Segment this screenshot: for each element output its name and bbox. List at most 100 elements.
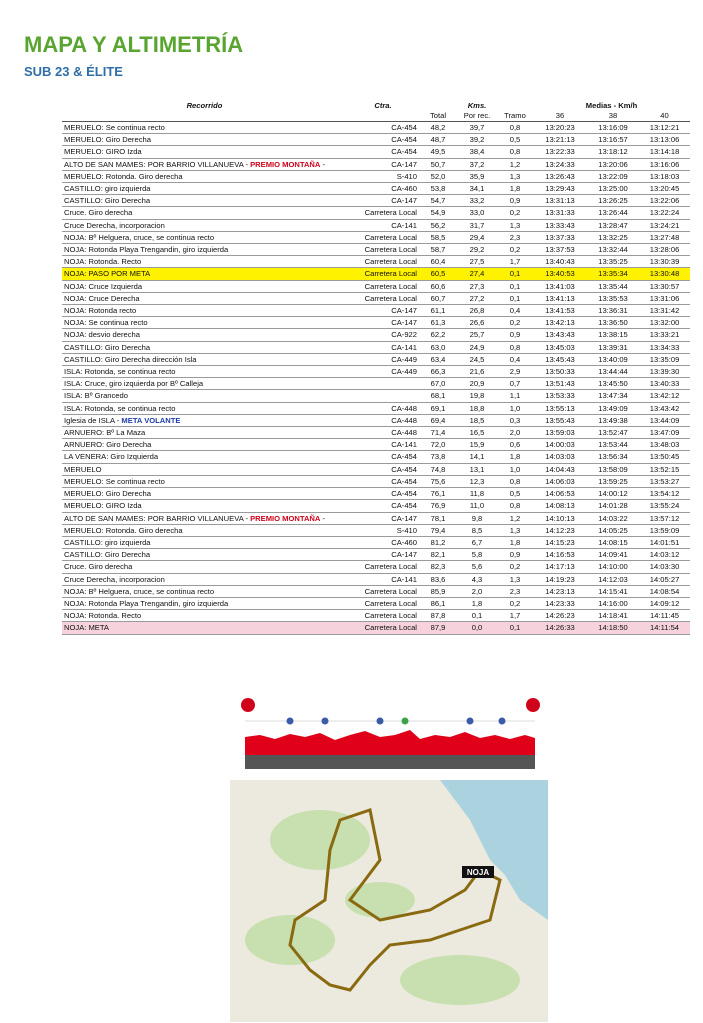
value-cell: 14:05:27 [639,573,691,586]
value-cell: 13:53:44 [587,438,639,452]
value-cell: 0,2 [497,316,533,330]
start-icon [241,698,255,712]
value-cell: 4,3 [457,573,497,586]
value-cell: 8,5 [457,524,497,537]
route-cell: Iglesia de ISLA - META VOLANTE [62,414,347,428]
value-cell: 85,9 [419,585,457,598]
table-row: MERUELO: Rotonda. Giro derecha S-410 79,4 8… [62,524,691,537]
value-cell: 60,5 [419,267,457,281]
road-cell: Carretera Local [347,255,419,269]
finish-icon [526,698,540,712]
value-cell: 29,4 [457,231,497,245]
subheader-row: Total Por rec. Tramo 36 38 40 [62,111,691,122]
value-cell: 0,6 [497,438,533,452]
value-cell: 14:10:13 [533,512,587,525]
route-cell: NOJA: PASO POR META [62,267,347,281]
value-cell: 5,6 [457,560,497,574]
value-cell: 0,2 [497,597,533,611]
value-cell: 83,6 [419,573,457,586]
value-cell: 0,1 [497,621,533,635]
table-row: Cruce Derecha, incorporacion CA-141 56,2 31… [62,219,691,232]
subheader-cell: 40 [639,111,691,122]
header-row: Recorrido Ctra. Kms. Medias - Km/h [62,101,690,111]
value-cell: 13:30:39 [639,255,691,269]
table-row: MERUELO: Giro Derecha CA-454 76,1 11,8 0,5 14… [62,487,691,501]
value-cell: 2,3 [497,231,533,245]
value-cell: 13:37:33 [533,231,587,245]
value-cell: 9,8 [457,512,497,525]
value-cell: 13:28:47 [587,219,639,232]
value-cell: 1,8 [457,597,497,611]
road-cell: CA-454 [347,487,419,501]
value-cell: 76,9 [419,499,457,513]
value-cell: 14:18:50 [587,621,639,635]
value-cell: 14:10:00 [587,560,639,574]
value-cell: 14:08:15 [587,536,639,550]
value-cell: 13:35:34 [587,267,639,281]
value-cell: 87,8 [419,609,457,623]
value-cell: 13:20:06 [587,158,639,171]
value-cell: 13:54:12 [639,487,691,501]
value-cell: 18,5 [457,414,497,428]
road-cell: Carretera Local [347,597,419,611]
value-cell: 69,4 [419,414,457,428]
value-cell: 13:16:06 [639,158,691,171]
value-cell: 14:23:33 [533,597,587,611]
value-cell: 1,2 [497,512,533,525]
value-cell: 15,9 [457,438,497,452]
value-cell: 13:22:33 [533,145,587,159]
value-cell: 13:45:50 [587,377,639,391]
value-cell: 0,4 [497,353,533,367]
route-cell: MERUELO: GIRO Izda [62,499,347,513]
value-cell: 48,7 [419,133,457,147]
route-cell: NOJA: Cruce Derecha [62,292,347,306]
value-cell: 13:41:13 [533,292,587,306]
road-cell: CA-147 [347,194,419,208]
value-cell: 13:32:00 [639,316,691,330]
value-cell: 13:22:24 [639,206,691,220]
road-cell: CA-147 [347,158,419,171]
value-cell: 14:01:28 [587,499,639,513]
value-cell: 31,7 [457,219,497,232]
value-cell: 14:03:03 [533,450,587,464]
table-row: MERUELO: Se continua recto CA-454 48,2 39,7… [62,121,691,135]
table-row: NOJA: Rotonda Playa Trengandin, giro izq… [62,597,691,611]
route-part: META VOLANTE [121,415,181,425]
value-cell: 50,7 [419,158,457,171]
road-cell: Carretera Local [347,206,419,220]
subheader-cell: 36 [533,111,587,122]
route-cell: NOJA: Rotonda. Recto [62,255,347,269]
road-cell: Carretera Local [347,560,419,574]
value-cell: 1,0 [497,402,533,415]
value-cell: 78,1 [419,512,457,525]
value-cell: 13:39:30 [639,365,691,379]
table-row: NOJA: Rotonda. Recto Carretera Local 60,4 2… [62,255,691,269]
route-cell: CASTILLO: giro izquierda [62,536,347,550]
value-cell: 13:22:09 [587,170,639,184]
route-part: - [320,513,326,523]
value-cell: 38,4 [457,145,497,159]
subtitle: SUB 23 & ÉLITE [24,64,123,79]
road-cell: CA-147 [347,548,419,562]
value-cell: 13:35:09 [639,353,691,367]
value-cell: 13:58:09 [587,463,639,476]
table-row: NOJA: Cruce Izquierda Carretera Local 60,6… [62,280,691,293]
route-cell: ISLA: Bº Grancedo [62,389,347,403]
value-cell: 76,1 [419,487,457,501]
value-cell: 16,5 [457,426,497,440]
value-cell: 2,3 [497,585,533,598]
table-row: CASTILLO: Giro Derecha dirección Isla CA-… [62,353,691,367]
profile-axis [245,755,535,769]
route-cell: Cruce Derecha, incorporacion [62,573,347,586]
value-cell: 61,1 [419,304,457,318]
elevation-profile [241,698,540,769]
table-row: Iglesia de ISLA - META VOLANTE CA-448 69,4… [62,414,691,428]
road-cell: CA-147 [347,316,419,330]
value-cell: 14:03:30 [639,560,691,574]
route-cell: NOJA: Bº Helguera, cruce, se continua re… [62,585,347,598]
table-row: NOJA: Bº Helguera, cruce, se continua re… [62,231,691,245]
value-cell: 13:51:43 [533,377,587,391]
value-cell: 14:08:13 [533,499,587,513]
value-cell: 13:45:03 [533,341,587,354]
table-row: NOJA: Rotonda recto CA-147 61,1 26,8 0,4 13:4… [62,304,691,318]
